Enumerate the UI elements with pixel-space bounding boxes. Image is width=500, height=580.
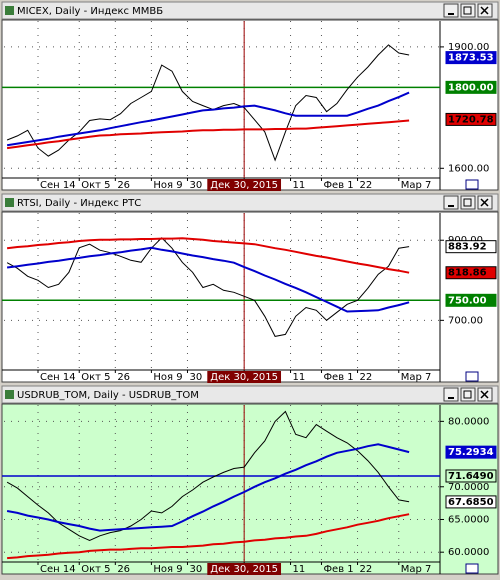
- max-glyph: [463, 390, 472, 399]
- price-box: [445, 469, 497, 483]
- price-line: [6, 410, 410, 541]
- window-title: MICEX, Daily - Индекс ММВБ: [17, 6, 163, 17]
- scale-button[interactable]: [465, 371, 479, 382]
- x-tick-label: Сен 14: [40, 180, 76, 191]
- chart-window: RTSI, Daily - Индекс РТС700.00900.00Сен …: [1, 193, 499, 383]
- price-label: 883.92: [448, 242, 487, 253]
- window-button[interactable]: [460, 3, 476, 18]
- window-icon: [5, 6, 14, 15]
- price-label: 750.00: [448, 295, 487, 306]
- y-tick-label: 80.0000: [448, 416, 489, 427]
- max-glyph: [463, 198, 472, 207]
- x-tick-label: 26: [117, 372, 130, 383]
- window-button[interactable]: [443, 195, 459, 210]
- window-button[interactable]: [460, 195, 476, 210]
- price-line: [6, 237, 410, 274]
- x-tick-label: Ноя 9: [153, 372, 182, 383]
- plot: [2, 213, 440, 370]
- x-tick-label: 22: [360, 180, 373, 191]
- x-tick-label: 26: [117, 180, 130, 191]
- x-tick-label: Окт 5: [81, 180, 110, 191]
- window-button[interactable]: [443, 387, 459, 402]
- x-tick-label: Окт 5: [81, 564, 110, 575]
- chart-window: USDRUB_TOM, Daily - USDRUB_TOM 60.0000 65.…: [1, 385, 499, 575]
- cursor-label-bg: [207, 563, 282, 575]
- price-line: [6, 443, 410, 532]
- y-tick-label: 70.0000: [448, 482, 489, 493]
- title-bar: [1, 385, 499, 404]
- x-tick-label: Окт 5: [81, 372, 110, 383]
- y-tick-label: 1900.00: [448, 42, 489, 53]
- close-glyph: [480, 6, 489, 15]
- plot: [2, 405, 440, 562]
- cursor-label-bg: [207, 179, 282, 191]
- window-button[interactable]: [443, 3, 459, 18]
- scale-button[interactable]: [465, 563, 479, 574]
- price-box: [445, 293, 497, 307]
- price-box: [445, 266, 497, 280]
- y-tick-label: 700.00: [448, 315, 483, 326]
- price-line: [7, 513, 410, 560]
- x-tick-label: 22: [360, 564, 373, 575]
- window-button[interactable]: [460, 387, 476, 402]
- x-tick-label: 22: [360, 372, 373, 383]
- x-tick-label: 30: [189, 564, 202, 575]
- x-tick-label: Фев 1: [323, 372, 353, 383]
- x-tick-label: 26: [117, 564, 130, 575]
- x-tick-label: Мар 7: [401, 180, 432, 191]
- price-line: [6, 119, 410, 150]
- price-label: 1800.00: [448, 82, 494, 93]
- price-box: [445, 495, 497, 509]
- x-tick-label: 30: [189, 372, 202, 383]
- window-icon: [5, 198, 14, 207]
- window-title: USDRUB_TOM, Daily - USDRUB_TOM: [17, 390, 199, 401]
- price-label: 67.6850: [448, 497, 494, 508]
- y-tick-label: 1600.00: [448, 163, 489, 174]
- price-box: [445, 112, 497, 126]
- price-label: 75.2934: [448, 447, 494, 458]
- x-tick-label: 11: [293, 180, 306, 191]
- title-bar: [1, 1, 499, 20]
- cursor-label-bg: [207, 371, 282, 383]
- close-glyph: [480, 390, 489, 399]
- max-glyph: [463, 6, 472, 15]
- y-tick-label: 60.0000: [448, 547, 489, 558]
- x-tick-label: Ноя 9: [153, 564, 182, 575]
- price-box: [445, 51, 497, 65]
- price-line: [6, 246, 410, 313]
- price-box: [445, 240, 497, 254]
- x-tick-label: Фев 1: [323, 564, 353, 575]
- plot: [2, 21, 440, 178]
- price-label: 1720.78: [448, 114, 494, 125]
- x-tick-label: Ноя 9: [153, 180, 182, 191]
- price-label: 818.86: [448, 268, 487, 279]
- price-box: [445, 80, 497, 94]
- y-tick-label: 65.0000: [448, 514, 489, 525]
- window-title: RTSI, Daily - Индекс РТС: [17, 198, 141, 209]
- window-icon: [5, 390, 14, 399]
- x-tick-label: Дек 30, 2015: [210, 372, 278, 383]
- x-tick-label: 30: [189, 180, 202, 191]
- x-tick-label: 11: [293, 372, 306, 383]
- x-tick-label: Мар 7: [401, 372, 432, 383]
- scale-button[interactable]: [465, 179, 479, 190]
- close-glyph: [480, 198, 489, 207]
- x-tick-label: Мар 7: [401, 564, 432, 575]
- chart-area: [1, 211, 499, 383]
- price-line: [6, 91, 410, 147]
- x-tick-label: 11: [293, 564, 306, 575]
- price-box: [445, 445, 497, 459]
- title-bar: [1, 193, 499, 212]
- x-tick-label: Дек 30, 2015: [210, 180, 278, 191]
- x-tick-label: Сен 14: [40, 564, 76, 575]
- x-tick-label: Фев 1: [323, 180, 353, 191]
- chart-window: MICEX, Daily - Индекс ММВБ 1600.00 1900.00…: [1, 1, 499, 191]
- x-tick-label: Дек 30, 2015: [210, 564, 278, 575]
- price-line: [6, 44, 410, 162]
- x-tick-label: Сен 14: [40, 372, 76, 383]
- price-label: 71.6490: [448, 471, 494, 482]
- price-label: 1873.53: [448, 53, 494, 64]
